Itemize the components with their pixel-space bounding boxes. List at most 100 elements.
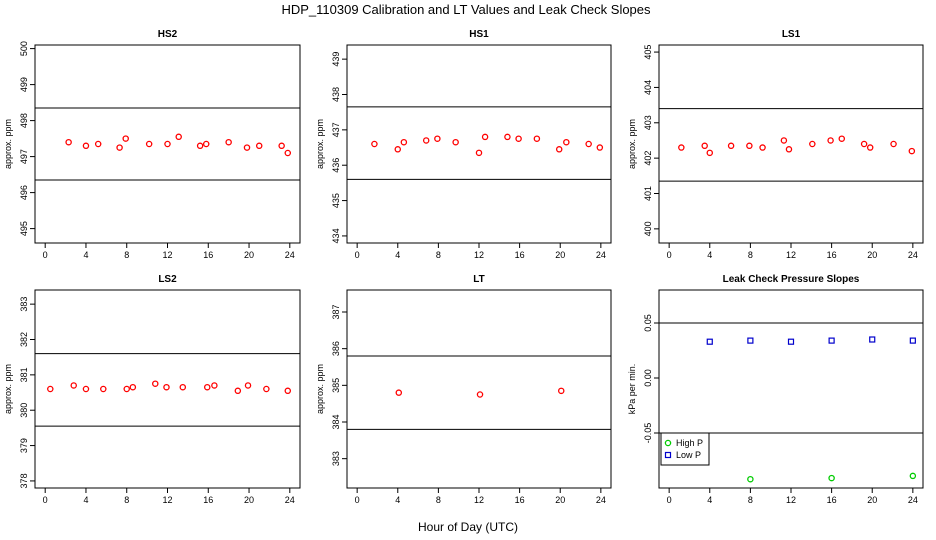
panel-title: HS1	[469, 29, 489, 40]
x-tick-label: 24	[908, 495, 918, 505]
x-tick-label: 16	[827, 495, 837, 505]
legend: High P Low P	[660, 432, 710, 466]
x-tick-label: 12	[162, 250, 172, 260]
data-point	[164, 140, 171, 148]
data-point	[175, 133, 182, 141]
data-point	[47, 385, 54, 393]
y-tick-label: 379	[19, 438, 29, 453]
chart-panel-4: LS2 0 4 8 12 16 20 24 378 379 380 381 382 383 approx. …	[3, 274, 301, 505]
data-point	[123, 385, 130, 393]
x-tick-label: 8	[748, 495, 753, 505]
x-tick-label: 24	[285, 495, 295, 505]
y-tick-label: 385	[331, 378, 341, 393]
data-point	[869, 336, 876, 343]
chart-panel-6: Leak Check Pressure Slopes 0 4 8 12 16 20 24 -0.…	[627, 274, 924, 505]
x-tick-label: 12	[474, 495, 484, 505]
data-point	[452, 138, 459, 146]
data-point	[555, 146, 563, 153]
data-point	[234, 387, 242, 395]
x-tick-label: 12	[474, 250, 484, 260]
data-point	[70, 382, 77, 389]
x-tick-label: 0	[355, 495, 360, 505]
data-point	[179, 383, 187, 391]
y-tick-label: 380	[19, 403, 29, 418]
data-point	[596, 144, 604, 151]
data-point	[129, 383, 137, 391]
data-point	[163, 383, 170, 391]
data-point	[838, 135, 846, 142]
y-tick-label: 496	[19, 185, 29, 200]
data-point	[284, 387, 292, 395]
y-tick-label: 500	[19, 41, 29, 56]
data-point	[395, 389, 403, 396]
x-tick-label: 4	[83, 495, 88, 505]
legend-label: High P	[676, 438, 703, 448]
data-point	[116, 144, 123, 151]
y-axis-label: approx. ppm	[315, 364, 325, 414]
data-point	[557, 387, 565, 395]
x-tick-label: 4	[395, 495, 400, 505]
x-tick-label: 0	[43, 495, 48, 505]
x-tick-label: 12	[786, 495, 796, 505]
data-point	[278, 142, 285, 150]
x-tick-label: 20	[244, 250, 254, 260]
plot-frame	[658, 44, 924, 244]
x-tick-label: 8	[124, 495, 129, 505]
plot-frame	[346, 44, 612, 244]
data-point	[828, 474, 835, 482]
data-point	[787, 338, 795, 345]
data-point	[727, 142, 735, 150]
data-point	[65, 138, 72, 146]
data-point	[759, 144, 766, 151]
y-tick-label: 404	[643, 80, 653, 95]
y-tick-label: 435	[331, 193, 341, 208]
panel-title: LT	[473, 274, 484, 285]
data-point	[860, 140, 868, 148]
data-point	[422, 137, 430, 144]
data-point	[504, 133, 511, 141]
data-point	[476, 391, 484, 398]
data-point	[481, 133, 489, 141]
x-tick-label: 8	[436, 495, 441, 505]
y-tick-label: 403	[643, 115, 653, 130]
data-point	[263, 385, 270, 393]
x-tick-label: 12	[162, 495, 172, 505]
panel-title: LS2	[158, 274, 177, 285]
data-point	[82, 142, 90, 150]
y-tick-label: 434	[331, 228, 341, 243]
panels: HS2 0 4 8 12 16 20 24 495 496 497 498 499 500 approx. …	[3, 29, 924, 505]
y-axis-label: approx. ppm	[627, 119, 637, 169]
y-tick-label: 402	[643, 151, 653, 166]
data-point	[475, 149, 483, 157]
data-point	[145, 140, 153, 148]
y-tick-label: 386	[331, 341, 341, 356]
y-tick-label: -0.05	[643, 423, 653, 444]
y-axis-label: kPa per min.	[627, 364, 637, 415]
data-point	[747, 337, 754, 344]
x-tick-label: 4	[83, 250, 88, 260]
y-tick-label: 383	[331, 451, 341, 466]
chart-panel-2: HS1 0 4 8 12 16 20 24 434 435 436 437 438 439 approx. …	[315, 29, 612, 260]
data-point	[243, 144, 251, 151]
legend-marker	[664, 439, 672, 447]
x-tick-label: 24	[596, 495, 606, 505]
y-tick-label: 378	[19, 473, 29, 488]
data-point	[202, 140, 210, 148]
x-tick-label: 20	[555, 495, 565, 505]
x-tick-label: 8	[124, 250, 129, 260]
data-point	[701, 142, 708, 150]
panel-title: Leak Check Pressure Slopes	[723, 274, 860, 285]
y-tick-label: 405	[643, 45, 653, 60]
y-tick-label: 381	[19, 367, 29, 382]
x-tick-label: 0	[667, 250, 672, 260]
data-point	[890, 140, 897, 148]
y-tick-label: 437	[331, 122, 341, 137]
data-point	[828, 337, 835, 344]
y-tick-label: 400	[643, 221, 653, 236]
x-tick-label: 16	[827, 250, 837, 260]
x-tick-label: 20	[555, 250, 565, 260]
x-tick-label: 4	[707, 250, 712, 260]
data-point	[585, 140, 592, 148]
data-point	[255, 142, 263, 150]
legend-marker	[664, 451, 672, 459]
